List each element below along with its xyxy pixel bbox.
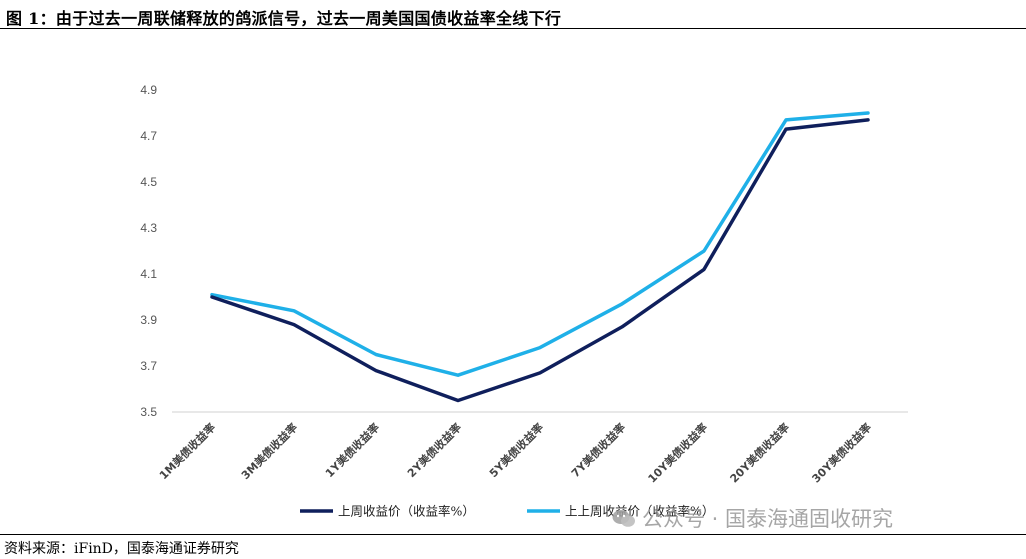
source-rule bbox=[0, 534, 1026, 535]
x-tick-label: 30Y美债收益率 bbox=[809, 420, 874, 485]
series-group bbox=[210, 111, 870, 403]
series-line-2 bbox=[210, 111, 870, 377]
watermark: 公众号 · 国泰海通固收研究 bbox=[612, 503, 893, 533]
y-tick-label: 4.1 bbox=[140, 267, 157, 281]
y-axis: 3.5 3.7 3.9 4.1 4.3 4.5 4.7 4.9 bbox=[140, 83, 157, 419]
x-tick-label: 20Y美债收益率 bbox=[727, 420, 792, 485]
x-tick-label: 3M美债收益率 bbox=[238, 420, 300, 482]
series-line-1 bbox=[210, 118, 870, 403]
x-tick-label: 5Y美债收益率 bbox=[486, 420, 546, 480]
legend: 上周收益价（收益率%） 上上周收益价（收益率%） bbox=[300, 504, 714, 519]
y-tick-label: 4.7 bbox=[140, 129, 157, 143]
x-tick-label: 1Y美债收益率 bbox=[322, 420, 382, 480]
figure-title: 图 1：由于过去一周联储释放的鸽派信号，过去一周美国国债收益率全线下行 bbox=[6, 9, 562, 28]
legend-label-1: 上周收益价（收益率%） bbox=[338, 504, 475, 519]
wechat-icon bbox=[612, 510, 635, 527]
y-tick-label: 4.5 bbox=[140, 175, 157, 189]
x-tick-label: 7Y美债收益率 bbox=[568, 420, 628, 480]
y-tick-label: 4.3 bbox=[140, 221, 157, 235]
watermark-text: 公众号 · 国泰海通固收研究 bbox=[642, 507, 894, 531]
title-rule bbox=[0, 28, 1026, 29]
x-tick-label: 2Y美债收益率 bbox=[404, 420, 464, 480]
y-tick-label: 3.7 bbox=[140, 359, 157, 373]
line-chart: 3.53.73.94.14.34.54.74.9 1M美债收益率 3M美债收益率 1… bbox=[140, 83, 908, 519]
x-tick-label: 1M美债收益率 bbox=[156, 420, 218, 482]
y-tick-label: 4.9 bbox=[140, 83, 157, 97]
legend-label-2: 上上周收益价（收益率%） bbox=[565, 504, 714, 519]
x-tick-label: 10Y美债收益率 bbox=[645, 420, 710, 485]
title-bar: 图 1：由于过去一周联储释放的鸽派信号，过去一周美国国债收益率全线下行 bbox=[0, 0, 1026, 30]
source-note: 资料来源：iFinD，国泰海通证券研究 bbox=[4, 541, 239, 557]
y-tick-label: 3.5 bbox=[140, 405, 157, 419]
x-axis: 1M美债收益率 3M美债收益率 1Y美债收益率 2Y美债收益率 5Y美债收益率 7Y美债收… bbox=[156, 420, 874, 485]
y-tick-label: 3.9 bbox=[140, 313, 157, 327]
